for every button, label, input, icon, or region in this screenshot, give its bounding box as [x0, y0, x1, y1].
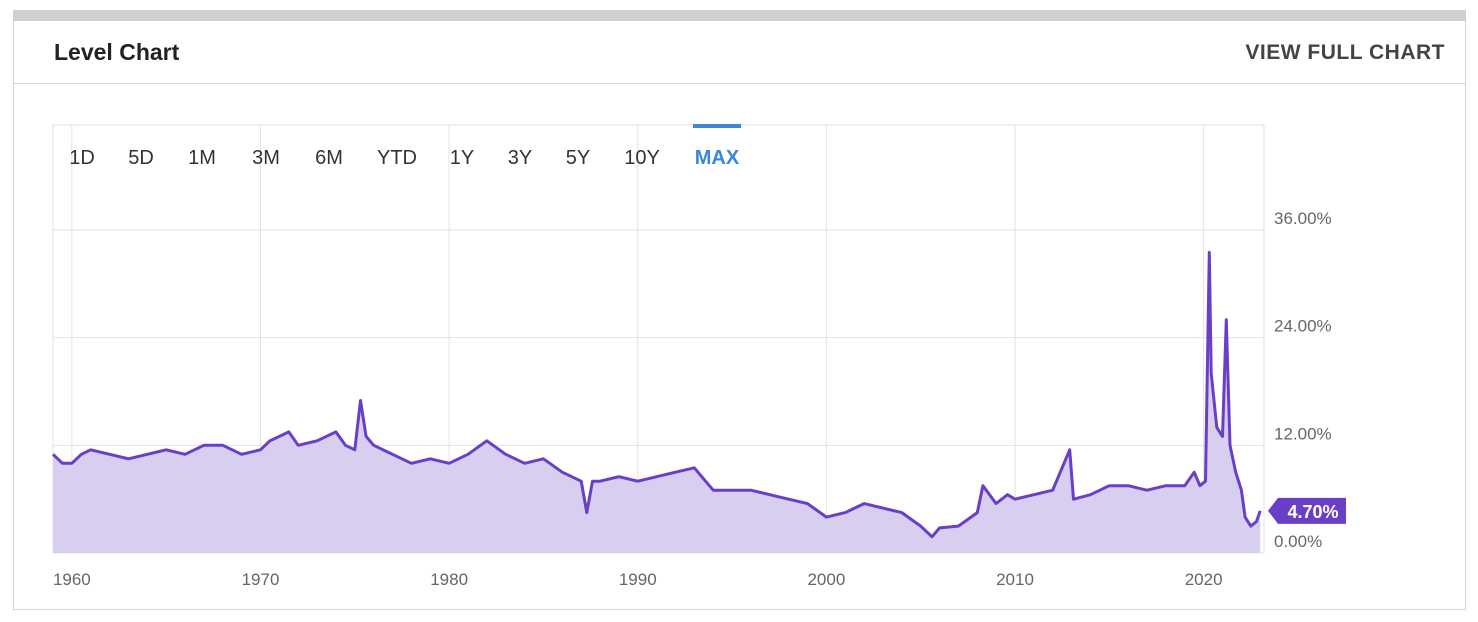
line [51, 250, 1262, 539]
range-button[interactable]: 3Y [508, 147, 532, 169]
range-button[interactable]: 3M [252, 147, 280, 169]
x-tick-label: 2010 [996, 570, 1034, 589]
y-tick-label: 12.00% [1274, 424, 1332, 443]
range-button[interactable]: 5Y [566, 147, 590, 169]
card-title: Level Chart [54, 39, 180, 65]
selected-range-indicator [693, 124, 741, 128]
range-button[interactable]: 1Y [450, 147, 474, 169]
x-tick-label: 2000 [807, 570, 845, 589]
view-full-chart-link[interactable]: VIEW FULL CHART [1245, 41, 1445, 64]
range-button[interactable]: YTD [377, 147, 417, 169]
range-button[interactable]: 1M [188, 147, 216, 169]
x-tick-label: 1980 [430, 570, 468, 589]
x-tick-label: 1960 [53, 570, 91, 589]
range-button[interactable]: 6M [315, 147, 343, 169]
last-value-badge [1268, 497, 1346, 524]
y-tick-label: 24.00% [1274, 317, 1332, 336]
last-value-label: 4.70% [1287, 502, 1338, 522]
range-button[interactable]: 1D [69, 147, 95, 169]
x-tick-label: 1970 [242, 570, 280, 589]
range-button[interactable]: 5D [128, 147, 154, 169]
y-tick-label: 0.00% [1274, 532, 1322, 551]
x-tick-label: 2020 [1185, 570, 1223, 589]
range-button[interactable]: MAX [695, 147, 740, 169]
card: Level Chart VIEW FULL CHART [13, 21, 1466, 610]
y-tick-label: 36.00% [1274, 209, 1332, 228]
card-header: Level Chart VIEW FULL CHART [14, 21, 1465, 84]
area-fill [53, 252, 1261, 553]
top-bar [13, 10, 1466, 21]
range-button[interactable]: 10Y [624, 147, 660, 169]
x-tick-label: 1990 [619, 570, 657, 589]
